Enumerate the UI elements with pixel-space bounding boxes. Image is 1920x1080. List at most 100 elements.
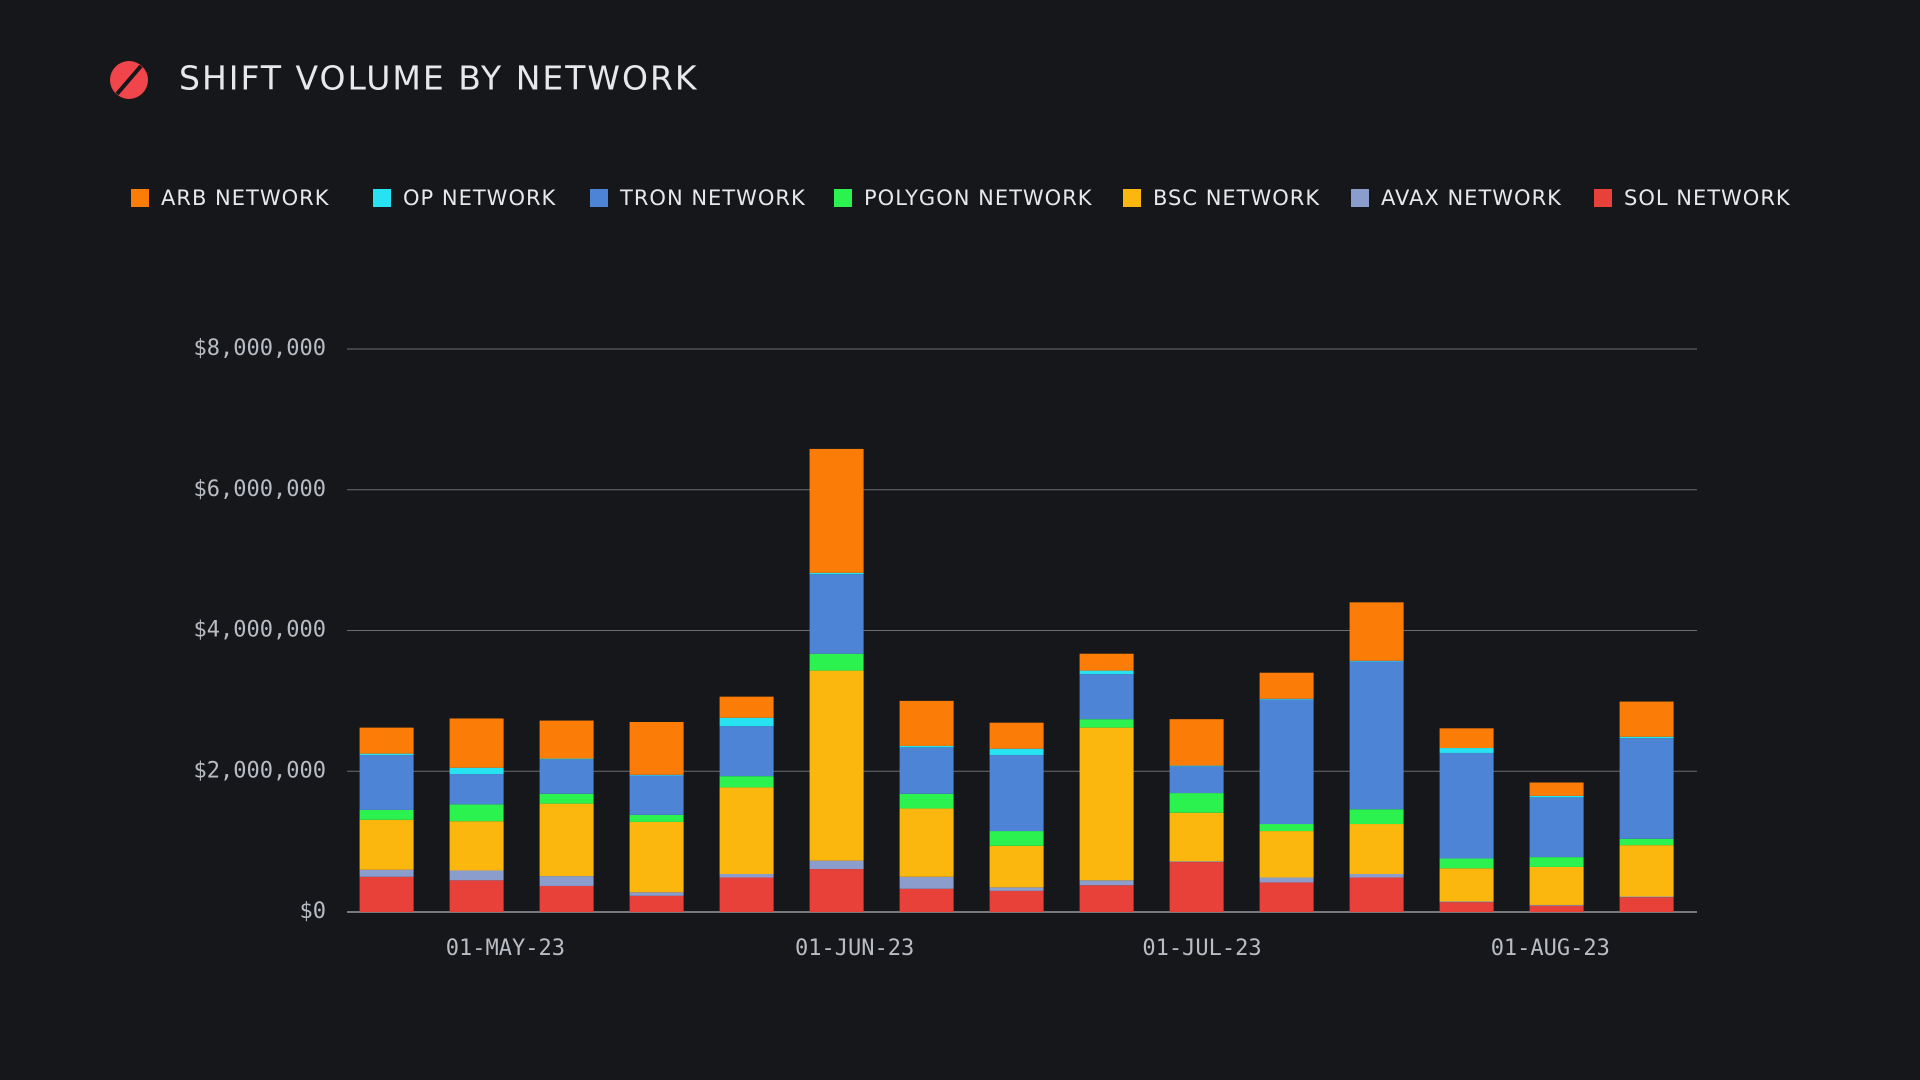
bar-segment [899, 808, 954, 877]
bar-segment [449, 804, 504, 822]
bar-segment [1349, 809, 1404, 825]
legend-swatch [1594, 189, 1612, 207]
bar-segment [629, 721, 684, 775]
bar-segment [449, 870, 504, 881]
bar-segment [1529, 782, 1584, 796]
x-tick-label: 01-MAY-23 [446, 936, 565, 961]
bar-segment [809, 670, 864, 861]
legend-swatch [373, 189, 391, 207]
bar-segment [1439, 868, 1494, 902]
legend-swatch [834, 189, 852, 207]
bar-segment [1349, 873, 1404, 878]
bar-segment [899, 793, 954, 809]
bar-segment [899, 888, 954, 912]
bar-segment [809, 869, 864, 912]
bar-segment [1529, 866, 1584, 905]
legend-swatch [1351, 189, 1369, 207]
bar-segment [539, 758, 594, 760]
bar-segment [1259, 672, 1314, 699]
bar-segment [1439, 902, 1494, 912]
bar-segment [1349, 661, 1404, 810]
bar-segment [1439, 748, 1494, 753]
y-tick-label: $4,000,000 [194, 618, 326, 643]
bar-segment [899, 745, 954, 748]
bar-segment [719, 877, 774, 912]
bar-segment [359, 753, 414, 756]
bar-segment [1619, 738, 1674, 839]
bar-segment [1619, 838, 1674, 846]
bar-segment [449, 718, 504, 768]
bar-segment [1079, 727, 1134, 881]
bar-segment [989, 887, 1044, 891]
bar-segment [1169, 812, 1224, 862]
bar-segment [1349, 660, 1404, 662]
bar-segment [1079, 653, 1134, 671]
bar-segment [1079, 885, 1134, 912]
legend-swatch [131, 189, 149, 207]
bar-segment [1529, 905, 1584, 912]
x-tick-label: 01-JUL-23 [1142, 936, 1261, 961]
legend-label: ARB NETWORK [161, 186, 330, 210]
bar-segment [1259, 824, 1314, 832]
bar-segment [989, 831, 1044, 846]
bar-segment [989, 722, 1044, 749]
bar-segment [719, 696, 774, 718]
bar-segment [1619, 897, 1674, 912]
bar-segment [1529, 904, 1584, 906]
bar-segment [1079, 880, 1134, 886]
bar-segment [719, 717, 774, 727]
legend-swatch [590, 189, 608, 207]
bar-segment [629, 774, 684, 776]
bar-segment [1079, 674, 1134, 720]
bar-segment [1619, 701, 1674, 737]
bar-segment [719, 873, 774, 878]
bar-segment [449, 767, 504, 775]
bar-segment [1169, 861, 1224, 863]
bar-segment [719, 776, 774, 788]
bar-segment [809, 572, 864, 575]
bar-segment [899, 876, 954, 889]
bar-segment [1169, 862, 1224, 912]
bar-segment [539, 759, 594, 794]
bar-segment [539, 793, 594, 804]
bar-segment [1169, 793, 1224, 813]
legend-label: SOL NETWORK [1624, 186, 1791, 210]
bar-segment [359, 819, 414, 870]
bar-segment [1169, 766, 1224, 794]
y-tick-label: $2,000,000 [194, 758, 326, 783]
bar-segment [359, 727, 414, 754]
bar-segment [539, 720, 594, 759]
bar-segment [1529, 797, 1584, 858]
x-tick-label: 01-JUN-23 [795, 936, 914, 961]
bar-segment [899, 700, 954, 746]
bar-segment [449, 821, 504, 871]
bar-segment [629, 895, 684, 912]
bar-segment [1259, 699, 1314, 825]
bar-segment [1439, 728, 1494, 749]
legend-swatch [1123, 189, 1141, 207]
bar-segment [1349, 877, 1404, 912]
legend-label: AVAX NETWORK [1381, 186, 1562, 210]
bar-segment [359, 869, 414, 877]
bar-segment [1169, 765, 1224, 767]
bar-segment [1079, 719, 1134, 728]
bar-segment [449, 774, 504, 805]
bar-segment [1349, 602, 1404, 661]
bar-segment [1529, 857, 1584, 867]
bar-segment [989, 845, 1044, 888]
bar-segment [1439, 752, 1494, 859]
y-tick-label: $0 [300, 899, 327, 924]
bar-segment [989, 755, 1044, 832]
legend-label: POLYGON NETWORK [864, 186, 1093, 210]
bar-segment [359, 755, 414, 810]
x-tick-label: 01-AUG-23 [1491, 936, 1610, 961]
bar-segment [629, 892, 684, 896]
legend-label: TRON NETWORK [619, 186, 806, 210]
y-tick-label: $6,000,000 [194, 477, 326, 502]
bar-segment [989, 890, 1044, 912]
bar-segment [539, 885, 594, 912]
bar-segment [809, 653, 864, 671]
bar-segment [1439, 858, 1494, 869]
legend-label: OP NETWORK [403, 186, 557, 210]
legend-label: BSC NETWORK [1153, 186, 1320, 210]
